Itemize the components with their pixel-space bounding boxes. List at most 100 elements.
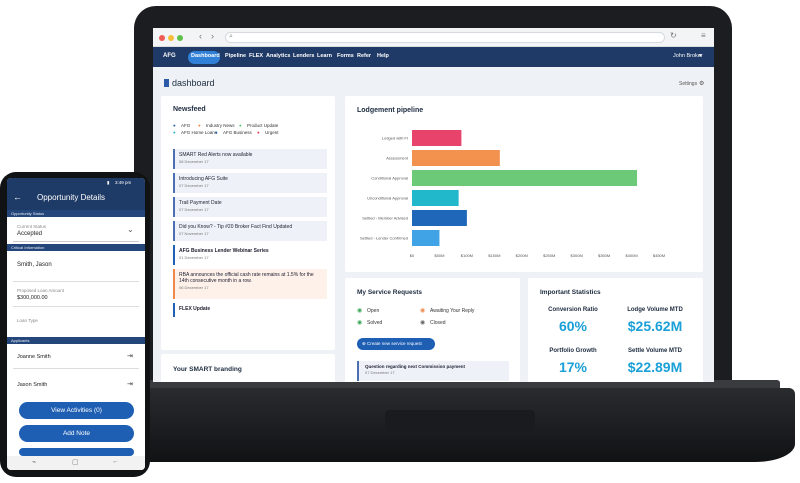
pipeline-bar[interactable] <box>412 170 638 186</box>
news-date: 06 December 17 <box>179 285 209 290</box>
news-title: Introducing AFG Suite <box>179 176 228 182</box>
news-item[interactable]: Introducing AFG Suite 07 December 17 <box>173 173 327 193</box>
stat-value: $25.62M <box>627 318 683 334</box>
solved-status-icon: ◉ <box>357 320 363 326</box>
news-item[interactable]: Did you Know? - Tip #20 Broker Fact Find… <box>173 221 327 241</box>
status-awaiting[interactable]: Awaiting Your Reply <box>430 308 475 314</box>
news-item[interactable]: RBA announces the official cash rate rem… <box>173 269 327 299</box>
page-title: dashboard <box>172 78 215 88</box>
forward-icon[interactable]: › <box>211 31 214 41</box>
menu-icon[interactable]: ≡ <box>701 31 706 40</box>
status-closed[interactable]: Closed <box>430 320 446 326</box>
reload-icon[interactable]: ↻ <box>670 31 677 40</box>
x-tick-label: $200M <box>516 253 528 258</box>
pipeline-bar[interactable] <box>412 230 440 246</box>
divider <box>13 368 139 369</box>
phone-time: 3:49 pm <box>115 180 132 185</box>
legend-dot-afg: ● <box>173 123 176 128</box>
pipeline-bar[interactable] <box>412 210 467 226</box>
open-applicant-icon[interactable]: ⇥ <box>127 353 133 360</box>
pipeline-title: Lodgement pipeline <box>357 107 424 114</box>
recents-icon[interactable]: ⌁ <box>32 459 37 466</box>
divider <box>13 241 139 242</box>
x-tick-label: $0 <box>410 253 415 258</box>
client-name[interactable]: Smith, Jason <box>17 262 52 268</box>
chevron-down-icon[interactable]: ▾ <box>699 53 702 59</box>
news-title: Did you Know? - Tip #20 Broker Fact Find… <box>179 224 293 230</box>
nav-analytics[interactable]: Analytics <box>266 53 291 59</box>
nav-flex[interactable]: FLEX <box>249 53 264 59</box>
minimize-dot[interactable] <box>168 35 174 41</box>
laptop-screen: ‹ › ⌕ ↻ ≡ AFG Dashboard Pipeline FLEX An… <box>153 28 714 382</box>
more-button[interactable] <box>19 448 134 456</box>
status-solved[interactable]: Solved <box>367 320 383 326</box>
view-activities-button[interactable]: View Activities (0) <box>19 402 134 419</box>
nav-forms[interactable]: Forms <box>337 53 354 59</box>
maximize-dot[interactable] <box>177 35 183 41</box>
loan-type-label[interactable]: Loan Type <box>17 318 38 323</box>
create-request-button[interactable]: ⊕ Create new service request <box>357 338 435 350</box>
legend-dot-business: ● <box>215 130 218 135</box>
open-applicant-icon[interactable]: ⇥ <box>127 381 133 388</box>
pipeline-chart: Lodged with FI Assessment Conditional Appr… <box>360 130 665 258</box>
applicant-name[interactable]: Joanne Smith <box>17 354 51 360</box>
category-label: Settled - Lender Confirmed <box>360 236 408 241</box>
nav-help[interactable]: Help <box>377 53 389 59</box>
awaiting-status-icon: ◉ <box>420 308 426 314</box>
service-request-item[interactable]: Question regarding next Commission payme… <box>357 361 509 381</box>
gear-icon[interactable]: ⚙ <box>699 81 705 87</box>
stat-label: Lodge Volume MTD <box>627 307 683 313</box>
stat-value: 17% <box>558 359 588 375</box>
add-note-button[interactable]: Add Note <box>19 425 134 442</box>
status-open[interactable]: Open <box>367 308 380 314</box>
stats-title: Important Statistics <box>540 289 601 296</box>
x-tick-label: $450M <box>653 253 665 258</box>
chevron-down-icon[interactable]: ⌄ <box>127 225 134 234</box>
legend-home-loans[interactable]: AFG Home Loans <box>181 130 218 135</box>
loan-amount-value[interactable]: $300,000.00 <box>17 295 48 301</box>
close-dot[interactable] <box>159 35 165 41</box>
nav-dashboard[interactable]: Dashboard <box>191 53 220 59</box>
news-item[interactable]: AFG Business Lender Webinar Series 01 Dec… <box>173 245 327 265</box>
news-item[interactable]: SMART Red Alerts now available 08 Decembe… <box>173 149 327 169</box>
back-arrow-icon[interactable]: ← <box>13 192 22 202</box>
news-item[interactable]: Trail Payment Date 07 December 17 <box>173 197 327 217</box>
settings-link[interactable]: Settings <box>679 81 698 87</box>
legend-dot-product: ● <box>239 123 242 128</box>
pipeline-bar[interactable] <box>412 130 462 146</box>
news-date: 01 December 17 <box>179 255 209 260</box>
legend-urgent[interactable]: Urgent <box>265 130 279 135</box>
legend-industry-news[interactable]: Industry News <box>206 123 235 128</box>
section-applicants: Applicants <box>7 337 145 344</box>
browser-toolbar: ‹ › ⌕ ↻ ≡ <box>153 28 714 47</box>
category-label: Assessment <box>386 156 409 161</box>
nav-learn[interactable]: Learn <box>317 53 332 59</box>
pipeline-bar[interactable] <box>412 190 459 206</box>
news-item[interactable]: FLEX Update <box>173 303 327 317</box>
current-status-value[interactable]: Accepted <box>17 231 43 237</box>
search-icon: ⌕ <box>229 33 233 40</box>
nav-lenders[interactable]: Lenders <box>293 53 315 59</box>
legend-product-update[interactable]: Product Update <box>247 123 279 128</box>
applicant-name[interactable]: Jason Smith <box>17 382 48 388</box>
news-title: RBA announces the official cash rate rem… <box>179 272 314 284</box>
category-label: Lodged with FI <box>382 136 408 141</box>
home-icon[interactable]: ▢ <box>72 459 79 466</box>
newsfeed-title: Newsfeed <box>173 106 206 113</box>
back-nav-icon[interactable]: ← <box>112 458 119 465</box>
statistics-card: Important Statistics Conversion Ratio 60… <box>528 278 703 382</box>
address-bar[interactable]: ⌕ <box>225 32 665 43</box>
news-date: 07 November 17 <box>179 231 209 236</box>
back-icon[interactable]: ‹ <box>199 31 202 41</box>
pipeline-bar[interactable] <box>412 150 500 166</box>
trackpad <box>385 410 535 432</box>
legend-afg[interactable]: AFG <box>181 123 191 128</box>
stat-label: Portfolio Growth <box>549 348 597 354</box>
x-tick-label: $400M <box>625 253 637 258</box>
nav-refer[interactable]: Refer <box>357 53 372 59</box>
afg-logo[interactable]: AFG <box>163 53 176 59</box>
nav-pipeline[interactable]: Pipeline <box>225 53 247 59</box>
user-menu[interactable]: John Broker <box>673 53 703 59</box>
news-date: 07 December 17 <box>179 207 209 212</box>
legend-business[interactable]: AFG Business <box>223 130 252 135</box>
